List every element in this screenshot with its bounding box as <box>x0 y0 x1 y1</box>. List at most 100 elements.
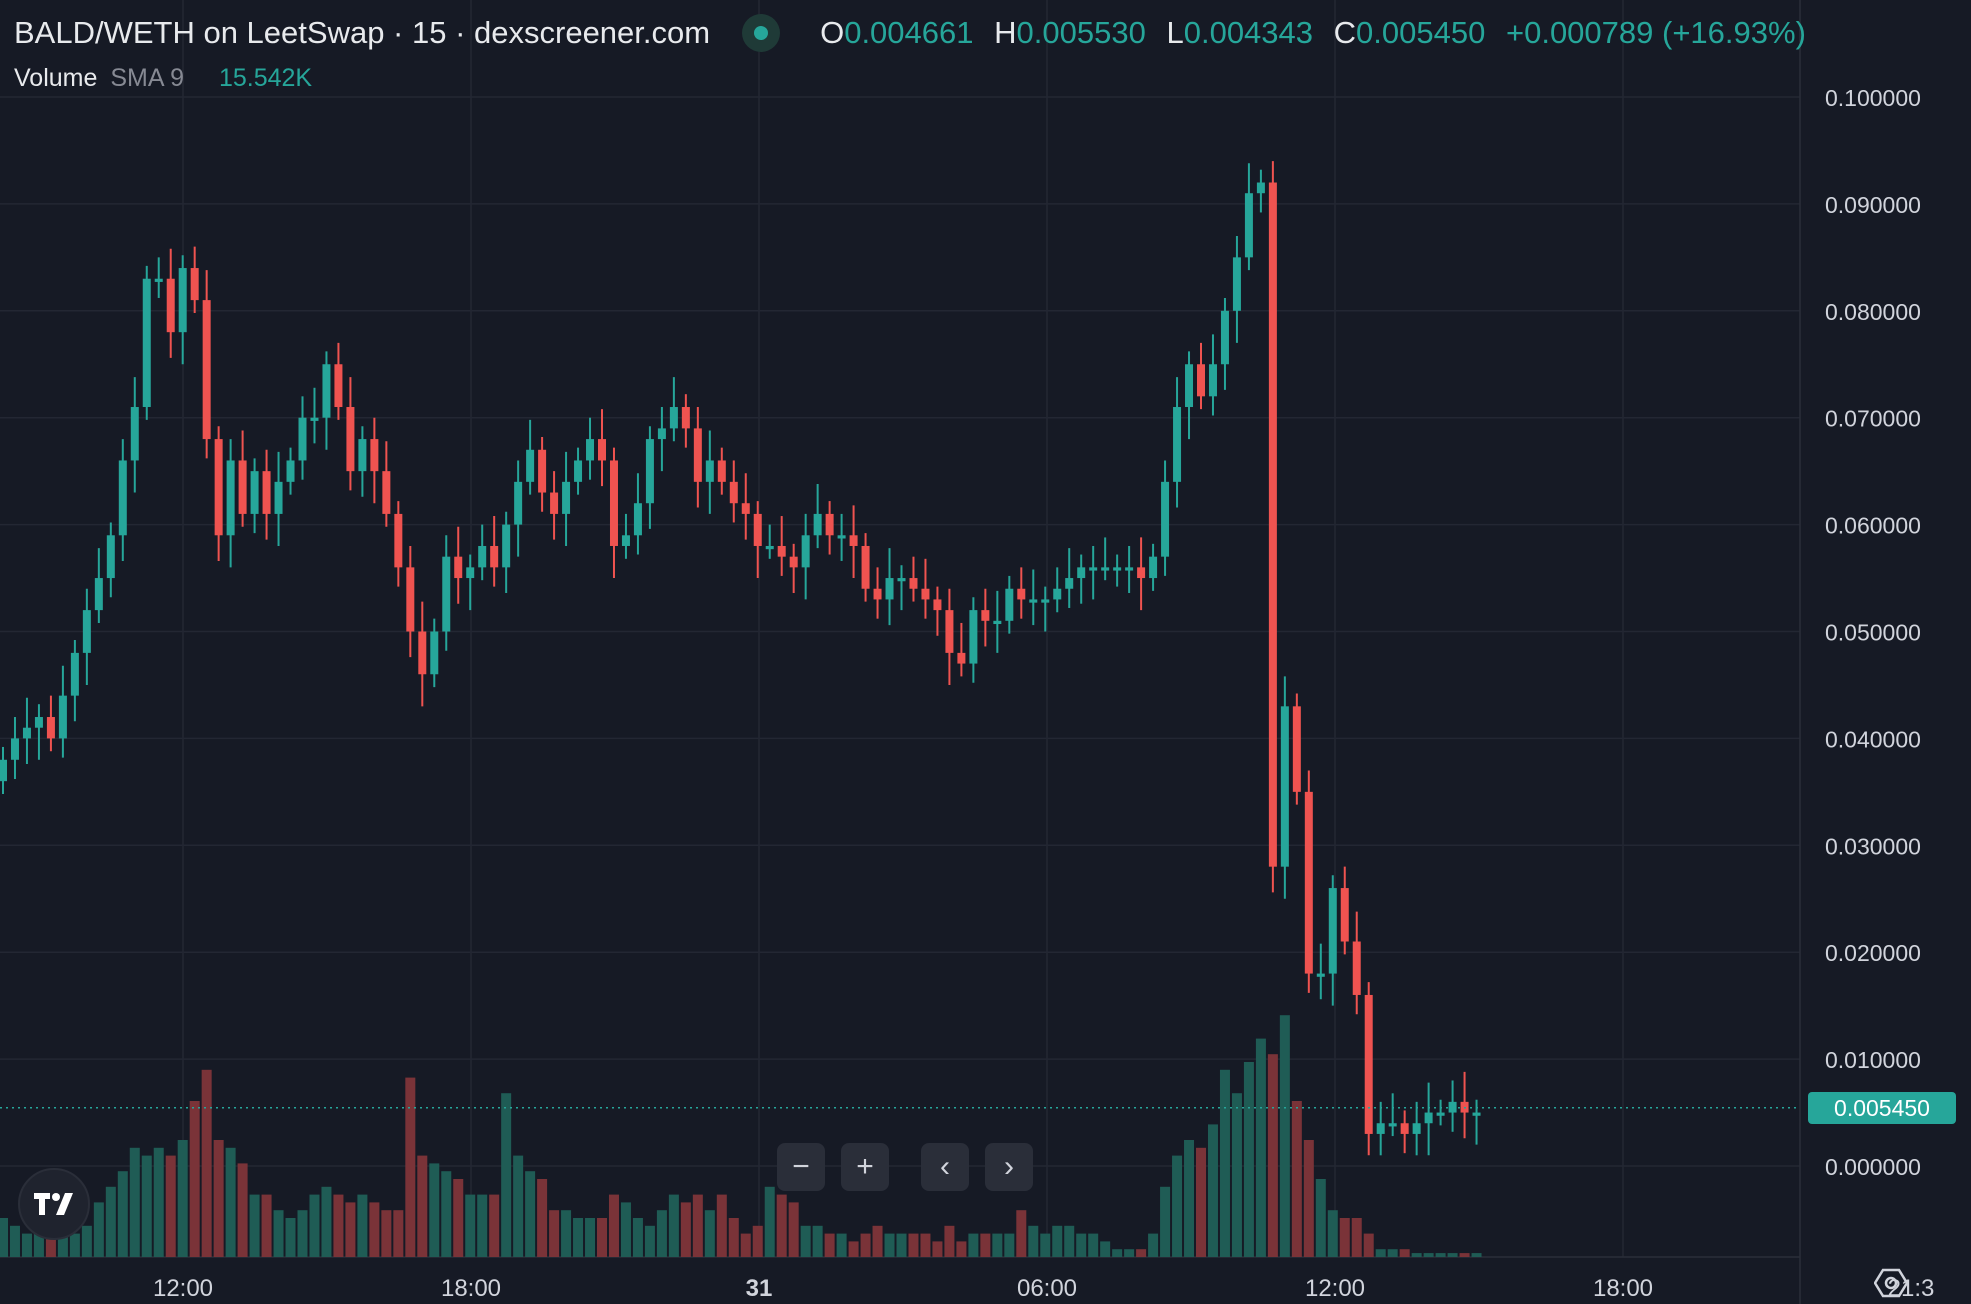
candle-body <box>1089 567 1098 571</box>
candle-body <box>1376 1123 1385 1134</box>
candle-body <box>70 652 79 696</box>
volume-bar <box>884 1233 895 1257</box>
candle-body <box>394 513 403 568</box>
volume-bar <box>1184 1140 1195 1257</box>
volume-bar <box>1052 1225 1063 1257</box>
volume-bar <box>117 1171 128 1257</box>
candle-body <box>202 300 211 440</box>
volume-label: Volume <box>14 64 98 92</box>
candle-body <box>621 535 630 546</box>
volume-bar <box>656 1210 667 1257</box>
price-tick-label: 0.000000 <box>1825 1154 1921 1180</box>
candle-body <box>1208 364 1217 397</box>
candle-body <box>1388 1123 1397 1127</box>
volume-bar <box>45 1233 56 1257</box>
scroll-left-button[interactable]: ‹ <box>921 1143 969 1191</box>
volume-bar <box>93 1202 104 1257</box>
time-axis: 12:00 18:00 31 06:00 12:00 18:00 21:3 <box>153 1275 1934 1302</box>
volume-bar <box>501 1093 512 1257</box>
tradingview-logo-icon[interactable] <box>18 1168 90 1240</box>
candle-body <box>1125 567 1134 571</box>
volume-bar <box>920 1233 931 1257</box>
volume-legend[interactable]: Volume SMA 9 15.542K <box>14 64 312 93</box>
volume-bar <box>848 1241 859 1257</box>
volume-bar <box>513 1155 524 1257</box>
candle-body <box>10 738 19 760</box>
last-price-badge: 0.005450 <box>1808 1092 1956 1124</box>
volume-bar <box>345 1202 356 1257</box>
candle-body <box>214 439 223 536</box>
candle-body <box>358 439 367 472</box>
time-tick-label: 18:00 <box>441 1275 501 1302</box>
candle-body <box>801 535 810 568</box>
volume-bar <box>1040 1233 1051 1257</box>
candle-body <box>885 578 894 600</box>
volume-bar <box>620 1202 631 1257</box>
volume-bar <box>1136 1249 1147 1257</box>
volume-bar <box>321 1186 332 1257</box>
volume-bar <box>824 1233 835 1257</box>
candle-body <box>1304 791 1313 974</box>
volume-bar <box>932 1241 943 1257</box>
candle-body <box>478 545 487 568</box>
settings-gear-icon[interactable] <box>1874 1268 1908 1298</box>
candle-body <box>1472 1112 1481 1116</box>
volume-bar <box>692 1194 703 1257</box>
candle-body <box>957 652 966 664</box>
candle-body <box>645 439 654 504</box>
zoom-out-button[interactable]: − <box>777 1143 825 1191</box>
candle-body <box>1017 588 1026 600</box>
volume-bar <box>1148 1233 1159 1257</box>
candle-body <box>406 567 415 632</box>
candle-body <box>1185 364 1194 408</box>
volume-bar <box>632 1218 643 1257</box>
volume-bar <box>860 1233 871 1257</box>
volume-bar <box>549 1210 560 1257</box>
candle-body <box>1101 567 1110 571</box>
candle-body <box>238 460 247 514</box>
volume-bar <box>1363 1233 1374 1257</box>
candle-body <box>909 578 918 589</box>
volume-bar <box>129 1147 140 1257</box>
volume-bar <box>141 1155 152 1257</box>
volume-bar <box>1411 1253 1422 1257</box>
candle-body <box>1328 888 1337 974</box>
volume-bar <box>644 1225 655 1257</box>
volume-bar <box>465 1194 476 1257</box>
volume-bar <box>441 1171 452 1257</box>
candle-body <box>502 524 511 568</box>
candle-body <box>765 545 774 550</box>
candlesticks <box>0 161 1481 1156</box>
low-label: L <box>1166 15 1184 50</box>
close-value: 0.005450 <box>1356 15 1486 50</box>
candle-body <box>430 631 439 675</box>
candle-body <box>789 556 798 568</box>
volume-value: 15.542K <box>218 64 313 92</box>
candle-body <box>46 717 55 739</box>
time-tick-label: 12:00 <box>153 1275 213 1302</box>
scroll-right-button[interactable]: › <box>985 1143 1033 1191</box>
candle-body <box>825 513 834 536</box>
candle-body <box>94 578 103 611</box>
candle-body <box>753 513 762 546</box>
zoom-in-button[interactable]: + <box>841 1143 889 1191</box>
candle-body <box>1137 567 1146 579</box>
volume-bar <box>716 1194 727 1257</box>
volume-bar <box>836 1233 847 1257</box>
volume-bar <box>1387 1249 1398 1257</box>
candle-body <box>490 545 499 568</box>
volume-bar <box>69 1233 80 1257</box>
price-tick-label: 0.050000 <box>1825 620 1921 646</box>
candle-body <box>1400 1123 1409 1134</box>
pair-title: BALD/WETH on LeetSwap · 15 · dexscreener… <box>14 15 711 50</box>
candle-body <box>118 460 127 536</box>
candle-body <box>226 460 235 536</box>
time-tick-label: 06:00 <box>1017 1275 1077 1302</box>
volume-bar <box>285 1218 296 1257</box>
candle-body <box>130 407 139 461</box>
candle-body <box>58 695 67 739</box>
volume-bar <box>1471 1253 1482 1257</box>
volume-bar <box>1100 1241 1111 1257</box>
volume-bar <box>213 1140 224 1257</box>
